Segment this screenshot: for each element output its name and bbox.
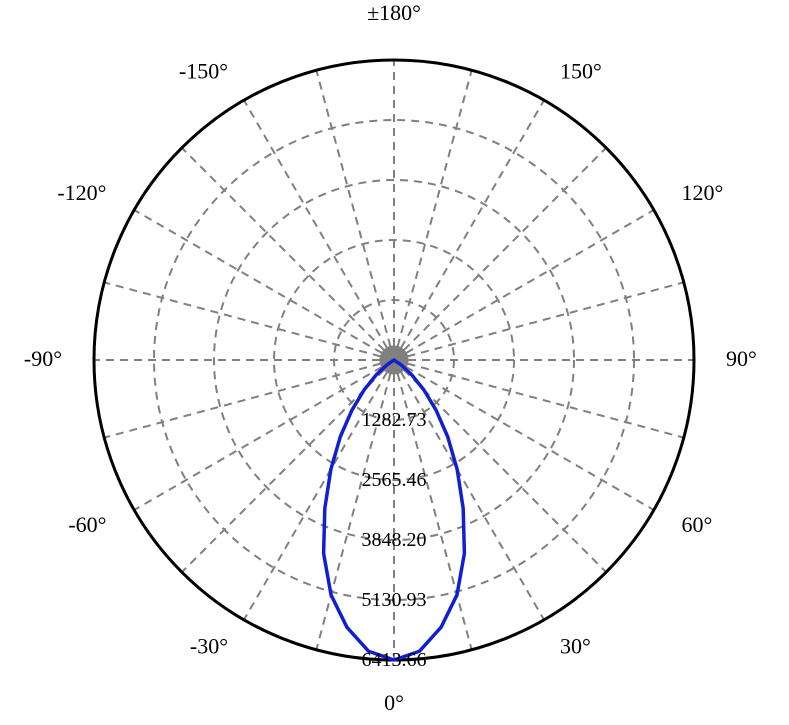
angle-label: -30° <box>190 634 228 659</box>
angle-label: 120° <box>682 180 724 205</box>
angle-label: ±180° <box>367 0 421 25</box>
angle-label: -60° <box>68 512 106 537</box>
angle-label: 150° <box>560 58 602 83</box>
radial-tick-label: 3848.20 <box>362 529 427 551</box>
radial-tick-label: 1282.73 <box>362 409 427 431</box>
angle-label: 90° <box>726 346 757 371</box>
angle-label: -150° <box>179 58 228 83</box>
angle-label: 60° <box>682 512 713 537</box>
polar-chart: 1282.73 2565.46 3848.20 5130.93 6413.66 0° 30°… <box>0 0 789 725</box>
angle-label: -120° <box>57 180 106 205</box>
angle-label: 0° <box>384 690 404 715</box>
radial-tick-label: 2565.46 <box>362 469 427 491</box>
radial-tick-label: 5130.93 <box>362 589 427 611</box>
angle-label: 30° <box>560 634 591 659</box>
angle-label: -90° <box>24 346 62 371</box>
radial-tick-label: 6413.66 <box>362 649 427 671</box>
